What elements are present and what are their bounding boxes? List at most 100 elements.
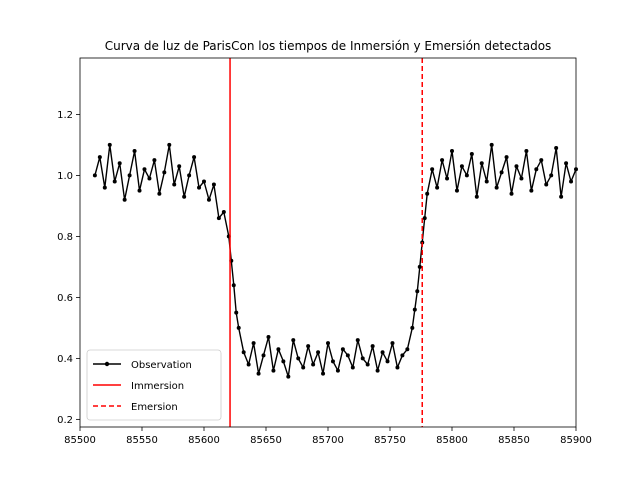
observation-point: [246, 362, 251, 367]
observation-point: [276, 347, 281, 352]
y-tick-label: 1.2: [57, 110, 73, 121]
observation-point: [529, 188, 534, 193]
observation-point: [445, 176, 450, 181]
observation-point: [405, 347, 410, 352]
observation-point: [326, 341, 330, 346]
observation-point: [400, 353, 405, 358]
observation-point: [430, 167, 435, 172]
observation-point: [489, 142, 494, 147]
observation-point: [122, 197, 127, 202]
observation-point: [350, 365, 355, 370]
observation-point: [569, 179, 574, 184]
observation-point: [296, 356, 301, 361]
observation-point: [216, 216, 221, 221]
observation-point: [167, 142, 172, 147]
observation-point: [142, 167, 147, 172]
observation-point: [410, 325, 415, 330]
observation-point: [390, 341, 395, 346]
observation-point: [534, 167, 539, 172]
observation-point: [494, 185, 499, 190]
observation-point: [202, 179, 206, 184]
observation-point: [375, 368, 380, 373]
observation-point: [544, 182, 549, 187]
observation-point: [454, 188, 459, 193]
series-layer: [92, 142, 578, 379]
legend-observation-marker: [104, 361, 110, 367]
observation-point: [504, 155, 509, 160]
observation-point: [385, 359, 390, 364]
observation-point: [459, 164, 464, 169]
y-tick-label: 1.0: [57, 171, 73, 182]
observation-point: [311, 362, 316, 367]
observation-point: [450, 149, 454, 154]
y-axis: 0.2 0.4 0.6 0.8 1.0 1.2: [57, 110, 80, 426]
legend-emersion-label: Emersion: [131, 402, 178, 413]
observation-point: [499, 170, 504, 175]
legend-observation-label: Observation: [131, 360, 192, 371]
observation-point: [261, 353, 266, 358]
observation-point: [221, 210, 226, 215]
observation-point: [102, 185, 107, 190]
x-tick-label: 85750: [374, 435, 406, 446]
observation-point: [484, 179, 489, 184]
observation-point: [519, 176, 524, 181]
observation-point: [301, 365, 306, 370]
x-axis: 85500 85550 85600 85650 85700 85750 85800 85850…: [64, 427, 592, 446]
x-tick-label: 85850: [498, 435, 530, 446]
observation-point: [549, 173, 554, 178]
observation-point: [554, 145, 559, 150]
observation-point: [132, 149, 137, 154]
observation-point: [417, 264, 422, 269]
observation-point: [211, 182, 216, 187]
observation-point: [177, 164, 182, 169]
observation-point: [182, 194, 187, 199]
y-tick-label: 0.8: [57, 232, 73, 243]
x-tick-label: 85600: [188, 435, 220, 446]
observation-point: [564, 161, 569, 166]
x-tick-label: 85500: [64, 435, 96, 446]
observation-point: [425, 191, 430, 196]
observation-point: [340, 347, 345, 352]
y-tick-label: 0.6: [57, 293, 73, 304]
observation-point: [509, 191, 514, 196]
observation-point: [137, 188, 142, 193]
observation-point: [157, 191, 162, 196]
observation-point: [107, 142, 112, 147]
observation-point: [147, 176, 152, 181]
observation-point: [514, 164, 519, 169]
observation-point: [330, 359, 335, 364]
observation-point: [422, 216, 427, 221]
observation-point: [162, 170, 167, 175]
observation-point: [92, 173, 97, 178]
observation-point: [172, 182, 177, 187]
observation-point: [474, 194, 479, 199]
observation-point: [251, 341, 256, 346]
observation-point: [234, 310, 239, 315]
x-tick-label: 85650: [250, 435, 282, 446]
observation-point: [192, 155, 197, 160]
x-tick-label: 85800: [436, 435, 468, 446]
observation-point: [256, 371, 261, 376]
chart-title: Curva de luz de ParisCon los tiempos de …: [105, 39, 552, 53]
observation-point: [559, 194, 564, 199]
y-tick-label: 0.2: [57, 415, 73, 426]
observation-point: [236, 325, 241, 330]
observation-point: [112, 179, 117, 184]
observation-point: [152, 158, 157, 163]
observation-point: [291, 338, 296, 343]
observation-point: [231, 283, 236, 288]
observation-point: [187, 173, 192, 178]
x-tick-label: 85900: [560, 435, 592, 446]
observation-point: [127, 173, 132, 178]
y-tick-label: 0.4: [57, 354, 73, 365]
legend-box: [86, 349, 222, 421]
observation-point: [440, 158, 445, 163]
x-tick-label: 85550: [126, 435, 158, 446]
observation-point: [360, 356, 365, 361]
event-lines: [229, 58, 423, 427]
observation-point: [539, 158, 544, 163]
observation-point: [281, 359, 286, 364]
legend: Observation Immersion Emersion: [86, 349, 222, 421]
observation-point: [97, 155, 102, 160]
observation-point: [435, 185, 440, 190]
